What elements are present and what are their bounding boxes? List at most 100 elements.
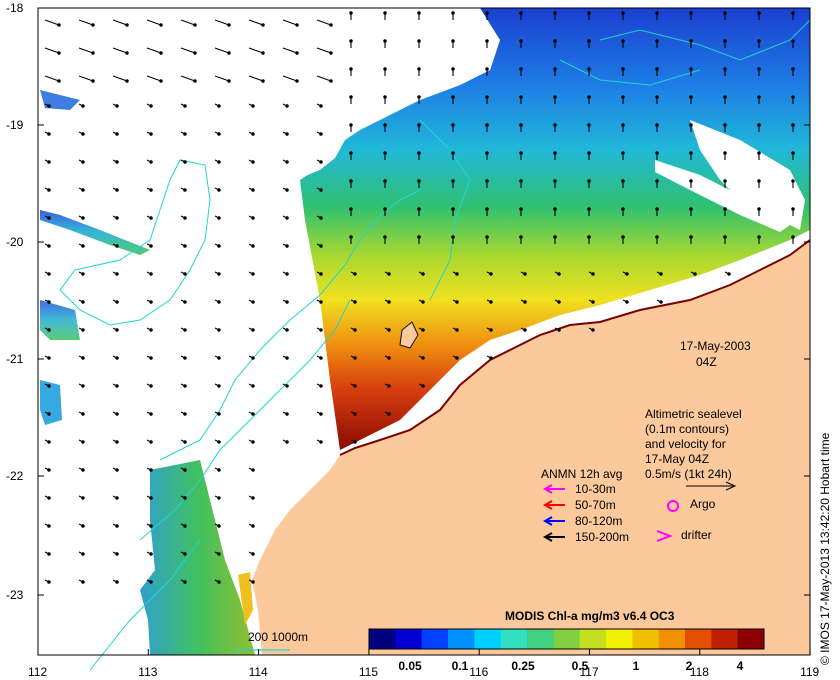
velocity-arrow-head: [227, 51, 231, 55]
velocity-arrow-head: [91, 23, 95, 27]
velocity-arrow-head: [285, 384, 289, 388]
colorbar-segment: [395, 629, 423, 649]
velocity-arrow-head: [47, 244, 51, 248]
velocity-arrow-head: [383, 67, 387, 71]
velocity-arrow-head: [791, 95, 795, 99]
velocity-arrow-head: [47, 384, 51, 388]
velocity-arrow-head: [115, 580, 119, 584]
velocity-arrow-head: [349, 151, 353, 155]
velocity-arrow-head: [791, 11, 795, 15]
velocity-arrow-head: [587, 235, 591, 239]
velocity-arrow-head: [757, 11, 761, 15]
velocity-arrow-head: [183, 440, 187, 444]
lon-tick-label: 115: [359, 665, 378, 679]
velocity-arrow-head: [183, 496, 187, 500]
velocity-arrow-head: [217, 356, 221, 360]
velocity-arrow-head: [295, 79, 299, 83]
velocity-arrow-head: [329, 23, 333, 27]
velocity-arrow-head: [115, 496, 119, 500]
velocity-arrow: [146, 47, 162, 54]
velocity-arrow-head: [417, 123, 421, 127]
velocity-arrow-head: [455, 328, 459, 332]
velocity-arrow-head: [57, 23, 61, 27]
velocity-arrow-head: [689, 179, 693, 183]
cloud-patch-north: [298, 8, 500, 178]
lon-tick-label: 113: [138, 665, 157, 679]
drifter-marker: [656, 530, 673, 542]
velocity-arrow-head: [149, 356, 153, 360]
lat-tick-label: -22: [6, 469, 24, 483]
velocity-arrow-head: [149, 132, 153, 136]
velocity-arrow-head: [791, 39, 795, 43]
velocity-arrow-head: [349, 95, 353, 99]
velocity-arrow-head: [485, 67, 489, 71]
velocity-arrow-head: [723, 39, 727, 43]
velocity-arrow-head: [183, 272, 187, 276]
velocity-arrow-head: [149, 580, 153, 584]
velocity-arrow-head: [47, 132, 51, 136]
anmn-item-label: 80-120m: [575, 514, 622, 528]
velocity-arrow-head: [81, 244, 85, 248]
velocity-arrow: [214, 19, 230, 26]
velocity-arrow-head: [387, 384, 391, 388]
velocity-arrow-head: [587, 39, 591, 43]
velocity-arrow-head: [217, 496, 221, 500]
velocity-arrow-head: [689, 39, 693, 43]
velocity-arrow: [248, 47, 264, 54]
velocity-arrow-head: [353, 300, 357, 304]
velocity-arrow-head: [451, 179, 455, 183]
velocity-arrow-head: [519, 123, 523, 127]
lon-tick-label: 118: [690, 665, 709, 679]
velocity-arrow: [44, 75, 60, 82]
velocity-arrow-head: [655, 179, 659, 183]
velocity-arrow-head: [81, 160, 85, 164]
land-mass: [252, 240, 810, 655]
velocity-arrow-head: [689, 207, 693, 211]
colorbar-segment: [632, 629, 660, 649]
velocity-arrow-head: [417, 67, 421, 71]
velocity-arrow: [248, 19, 264, 26]
chlorophyll-coastal-high: [238, 572, 253, 625]
velocity-arrow-head: [217, 244, 221, 248]
velocity-arrow-head: [81, 384, 85, 388]
velocity-arrow-head: [115, 328, 119, 332]
colorbar-title: MODIS Chl-a mg/m3 v6.4 OC3: [505, 609, 675, 623]
velocity-arrow-head: [451, 207, 455, 211]
velocity-arrow-head: [217, 580, 221, 584]
velocity-arrow-head: [115, 412, 119, 416]
velocity-arrow-head: [383, 151, 387, 155]
velocity-arrow-head: [553, 207, 557, 211]
velocity-arrow-head: [115, 188, 119, 192]
velocity-arrow-head: [183, 552, 187, 556]
velocity-arrow-head: [723, 11, 727, 15]
velocity-arrow-head: [659, 300, 663, 304]
velocity-arrow-head: [417, 151, 421, 155]
velocity-arrow-head: [319, 328, 323, 332]
anmn-legend: ANMN 12h avg 10-30m 50-70m 80-120m 150-200m: [541, 467, 629, 544]
velocity-arrow-head: [791, 67, 795, 71]
velocity-arrow-head: [227, 23, 231, 27]
velocity-arrow-head: [149, 104, 153, 108]
velocity-arrow-head: [625, 272, 629, 276]
velocity-arrow-head: [485, 39, 489, 43]
velocity-arrow-head: [485, 207, 489, 211]
velocity-arrow-head: [655, 39, 659, 43]
velocity-arrow-head: [625, 300, 629, 304]
velocity-arrow-head: [285, 440, 289, 444]
velocity-arrow-head: [115, 384, 119, 388]
velocity-arrow: [112, 47, 128, 54]
velocity-arrow-head: [183, 188, 187, 192]
velocity-arrow-head: [91, 51, 95, 55]
velocity-arrow-head: [251, 160, 255, 164]
velocity-arrow-head: [727, 272, 731, 276]
velocity-arrow-head: [47, 468, 51, 472]
velocity-arrow-head: [621, 39, 625, 43]
velocity-arrow-head: [261, 79, 265, 83]
anmn-item-label: 150-200m: [575, 530, 629, 544]
velocity-arrow-head: [689, 11, 693, 15]
velocity-arrow-head: [421, 328, 425, 332]
velocity-arrow-head: [655, 235, 659, 239]
velocity-arrow: [112, 75, 128, 82]
colorbar-segment: [737, 629, 765, 649]
